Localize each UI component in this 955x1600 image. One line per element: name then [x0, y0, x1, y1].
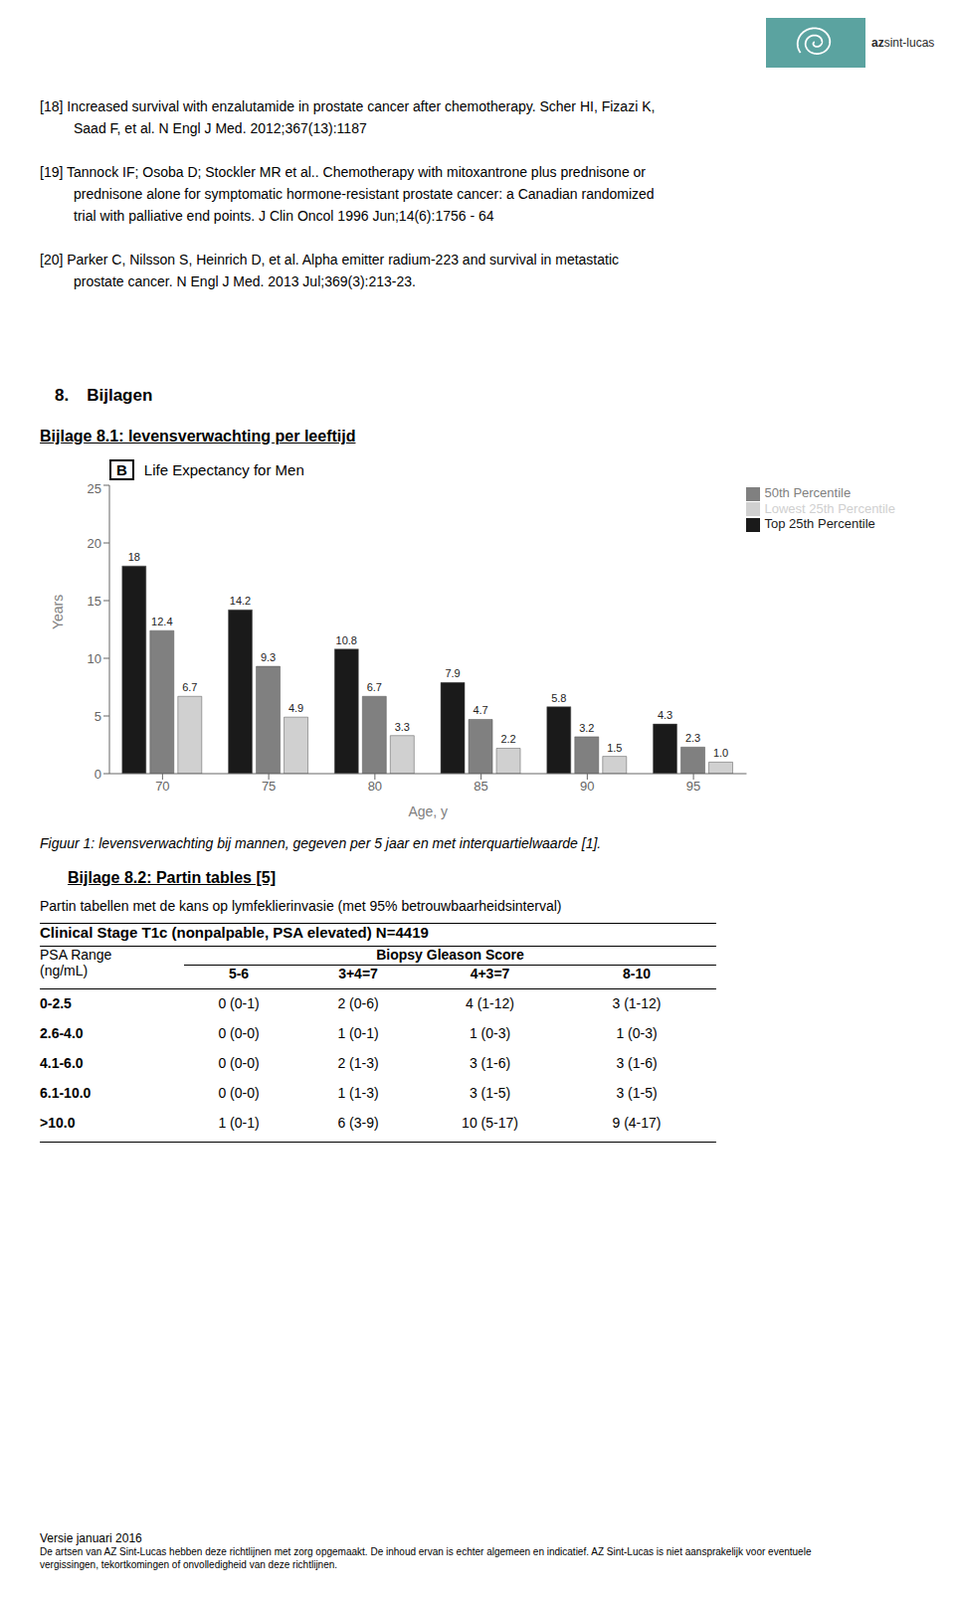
html-text:3 (1-12): 3 (1-12) [612, 995, 662, 1012]
svg-text:6.7: 6.7 [182, 681, 197, 694]
html-text:Top 25th Percentile: Top 25th Percentile [764, 516, 876, 532]
svg-text:9.3: 9.3 [260, 651, 276, 664]
html-text:2 (1-3): 2 (1-3) [337, 1055, 379, 1072]
svg-text:5.8: 5.8 [551, 692, 567, 705]
html-text:B: B [116, 461, 128, 479]
svg-text:2.2: 2.2 [500, 733, 516, 746]
html-text:8.: 8. [54, 385, 69, 405]
svg-text:4.7: 4.7 [472, 704, 488, 717]
html-text:trial with palliative end poin: trial with palliative end points. J Clin… [73, 207, 495, 224]
html-text:1 (1-3): 1 (1-3) [337, 1085, 379, 1102]
svg-text:14.2: 14.2 [229, 594, 251, 607]
html-text:De artsen van AZ Sint-Lucas he: De artsen van AZ Sint-Lucas hebben deze … [39, 1546, 812, 1558]
html-text:Biopsy Gleason Score: Biopsy Gleason Score [376, 947, 525, 963]
svg-text:18: 18 [128, 551, 141, 564]
svg-text:25: 25 [87, 481, 102, 497]
html-text:4 (1-12): 4 (1-12) [465, 995, 515, 1012]
svg-text:0: 0 [94, 766, 102, 782]
html-text:Life Expectancy for Men: Life Expectancy for Men [144, 461, 305, 479]
html-text:Clinical Stage T1c (nonpalpabl: Clinical Stage T1c (nonpalpable, PSA ele… [39, 924, 429, 942]
html-text:50th Percentile: 50th Percentile [764, 485, 851, 501]
html-text:[18] Increased survival with e: [18] Increased survival with enzalutamid… [39, 98, 655, 115]
html-text:6.1-10.0: 6.1-10.0 [39, 1085, 91, 1102]
svg-text:5: 5 [94, 709, 102, 725]
html-text:[19] Tannock IF; Osoba D; Stoc: [19] Tannock IF; Osoba D; Stockler MR et… [39, 164, 646, 181]
svg-text:90: 90 [579, 778, 594, 794]
svg-text:1.5: 1.5 [606, 742, 622, 755]
svg-text:Age, y: Age, y [407, 803, 448, 820]
html-text:3 (1-6): 3 (1-6) [616, 1055, 658, 1072]
html-text:9 (4-17): 9 (4-17) [612, 1115, 662, 1132]
html-text:0 (0-0): 0 (0-0) [218, 1085, 260, 1102]
svg-text:85: 85 [473, 778, 488, 794]
svg-text:70: 70 [155, 778, 170, 794]
html-text:2 (0-6): 2 (0-6) [337, 995, 379, 1012]
svg-text:6.7: 6.7 [367, 681, 382, 694]
html-text:0 (0-1): 0 (0-1) [218, 995, 260, 1012]
html-text:3 (1-6): 3 (1-6) [469, 1055, 511, 1072]
html-text:Bijlage 8.1: levensverwachting: Bijlage 8.1: levensverwachting per leeft… [39, 427, 356, 445]
svg-text:7.9: 7.9 [444, 667, 460, 680]
svg-text:75: 75 [261, 778, 276, 794]
html-text:prostate cancer. N Engl J Med.: prostate cancer. N Engl J Med. 2013 Jul;… [73, 273, 416, 290]
html-text:vergissingen, tekortkomingen o: vergissingen, tekortkomingen of onvolled… [39, 1559, 338, 1571]
html-text:>10.0: >10.0 [39, 1115, 76, 1132]
svg-text:10: 10 [87, 651, 102, 667]
html-text:4+3=7: 4+3=7 [470, 965, 510, 982]
html-text:5-6: 5-6 [228, 965, 249, 982]
svg-text:4.3: 4.3 [657, 709, 673, 722]
html-text:Figuur 1: levensverwachting bi: Figuur 1: levensverwachting bij mannen, … [39, 835, 602, 852]
html-text:3 (1-5): 3 (1-5) [469, 1085, 511, 1102]
html-text:PSA Range: PSA Range [39, 947, 112, 963]
html-text:1 (0-3): 1 (0-3) [469, 1025, 511, 1042]
svg-text:95: 95 [686, 778, 701, 794]
html-text:Lowest 25th Percentile: Lowest 25th Percentile [764, 500, 896, 516]
svg-text:3.3: 3.3 [394, 721, 410, 734]
svg-text:Years: Years [49, 594, 66, 630]
html-text:Saad F, et al. N Engl J Med. 2: Saad F, et al. N Engl J Med. 2012;367(13… [73, 120, 367, 137]
html-text:8-10: 8-10 [622, 965, 651, 982]
html-text:3+4=7: 3+4=7 [338, 965, 378, 982]
html-text:Bijlagen: Bijlagen [86, 385, 153, 405]
svg-text:20: 20 [87, 536, 102, 552]
html-text:0 (0-0): 0 (0-0) [218, 1025, 260, 1042]
html-text:az sint-lucas: az sint-lucas [871, 35, 935, 50]
html-text:0-2.5: 0-2.5 [39, 995, 72, 1012]
svg-text:3.2: 3.2 [578, 722, 594, 735]
html-text:1 (0-1): 1 (0-1) [337, 1025, 379, 1042]
svg-text:15: 15 [87, 593, 102, 609]
html-text:Versie januari 2016: Versie januari 2016 [39, 1531, 143, 1546]
html-text:4.1-6.0: 4.1-6.0 [39, 1055, 84, 1072]
html-text:[20] Parker C, Nilsson S, Hein: [20] Parker C, Nilsson S, Heinrich D, et… [39, 251, 619, 268]
svg-text:2.3: 2.3 [685, 732, 701, 745]
html-text:Partin tabellen met de kans op: Partin tabellen met de kans op lymfeklie… [39, 898, 562, 915]
html-text:Bijlage 8.2: Partin tables [5]: Bijlage 8.2: Partin tables [5] [67, 869, 276, 887]
html-text:3 (1-5): 3 (1-5) [616, 1085, 658, 1102]
html-text:2.6-4.0: 2.6-4.0 [39, 1025, 84, 1042]
html-text:prednisone alone for symptomat: prednisone alone for symptomatic hormone… [73, 186, 655, 202]
svg-text:10.8: 10.8 [336, 634, 358, 647]
html-text:1 (0-1): 1 (0-1) [218, 1115, 260, 1132]
html-text:10 (5-17): 10 (5-17) [461, 1115, 519, 1132]
svg-text:1.0: 1.0 [713, 747, 729, 760]
html-text:(ng/mL): (ng/mL) [39, 962, 88, 979]
html-text:6 (3-9): 6 (3-9) [337, 1115, 379, 1132]
html-text:1 (0-3): 1 (0-3) [616, 1025, 658, 1042]
svg-text:4.9: 4.9 [288, 702, 304, 715]
html-text:0 (0-0): 0 (0-0) [218, 1055, 260, 1072]
svg-text:80: 80 [368, 778, 382, 794]
svg-text:12.4: 12.4 [151, 615, 173, 628]
